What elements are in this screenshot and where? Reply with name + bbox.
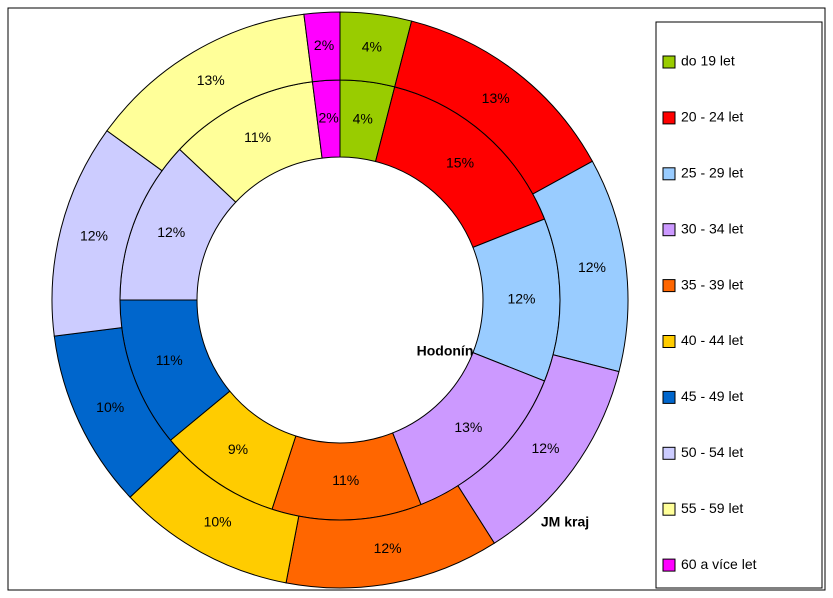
legend-label: 60 a více let xyxy=(681,556,757,572)
legend-label: 35 - 39 let xyxy=(681,276,743,292)
legend-swatch xyxy=(662,55,676,69)
legend-swatch xyxy=(662,558,676,572)
data-label: 2% xyxy=(318,110,338,126)
data-label: 13% xyxy=(197,72,225,88)
legend-label: 45 - 49 let xyxy=(681,388,743,404)
data-label: 4% xyxy=(362,39,382,55)
data-label: 11% xyxy=(332,472,359,488)
series-label: Hodonín xyxy=(417,343,474,359)
legend-swatch xyxy=(662,223,676,237)
legend-label: 50 - 54 let xyxy=(681,444,743,460)
data-label: 12% xyxy=(507,291,535,307)
data-label: 12% xyxy=(578,259,606,275)
data-label: 15% xyxy=(446,155,474,171)
data-label: 9% xyxy=(228,441,248,457)
series-label: JM kraj xyxy=(541,514,589,530)
data-label: 12% xyxy=(374,540,402,556)
legend-swatch xyxy=(662,279,676,293)
legend-swatch xyxy=(662,111,676,125)
data-label: 12% xyxy=(80,228,108,244)
donut-slice xyxy=(303,11,341,83)
data-label: 10% xyxy=(96,399,124,415)
data-label: 13% xyxy=(482,90,510,106)
legend-label: 25 - 29 let xyxy=(681,165,743,181)
legend-label: 55 - 59 let xyxy=(681,500,743,516)
data-label: 12% xyxy=(531,440,559,456)
legend-swatch xyxy=(662,502,676,516)
legend-swatch xyxy=(662,335,676,348)
legend-swatch xyxy=(662,446,676,460)
legend-swatch xyxy=(662,390,676,404)
legend-box xyxy=(655,21,823,589)
data-label: 11% xyxy=(156,352,183,368)
data-label: 2% xyxy=(314,37,334,53)
legend-label: 20 - 24 let xyxy=(681,109,743,125)
legend-label: do 19 let xyxy=(681,53,735,69)
data-label: 4% xyxy=(353,111,373,127)
data-label: 13% xyxy=(454,419,482,435)
data-label: 11% xyxy=(244,129,271,145)
legend-label: 40 - 44 let xyxy=(681,332,743,348)
legend-label: 30 - 34 let xyxy=(681,220,743,236)
data-label: 12% xyxy=(157,224,185,240)
data-label: 10% xyxy=(204,513,232,529)
legend-swatch xyxy=(662,167,676,181)
